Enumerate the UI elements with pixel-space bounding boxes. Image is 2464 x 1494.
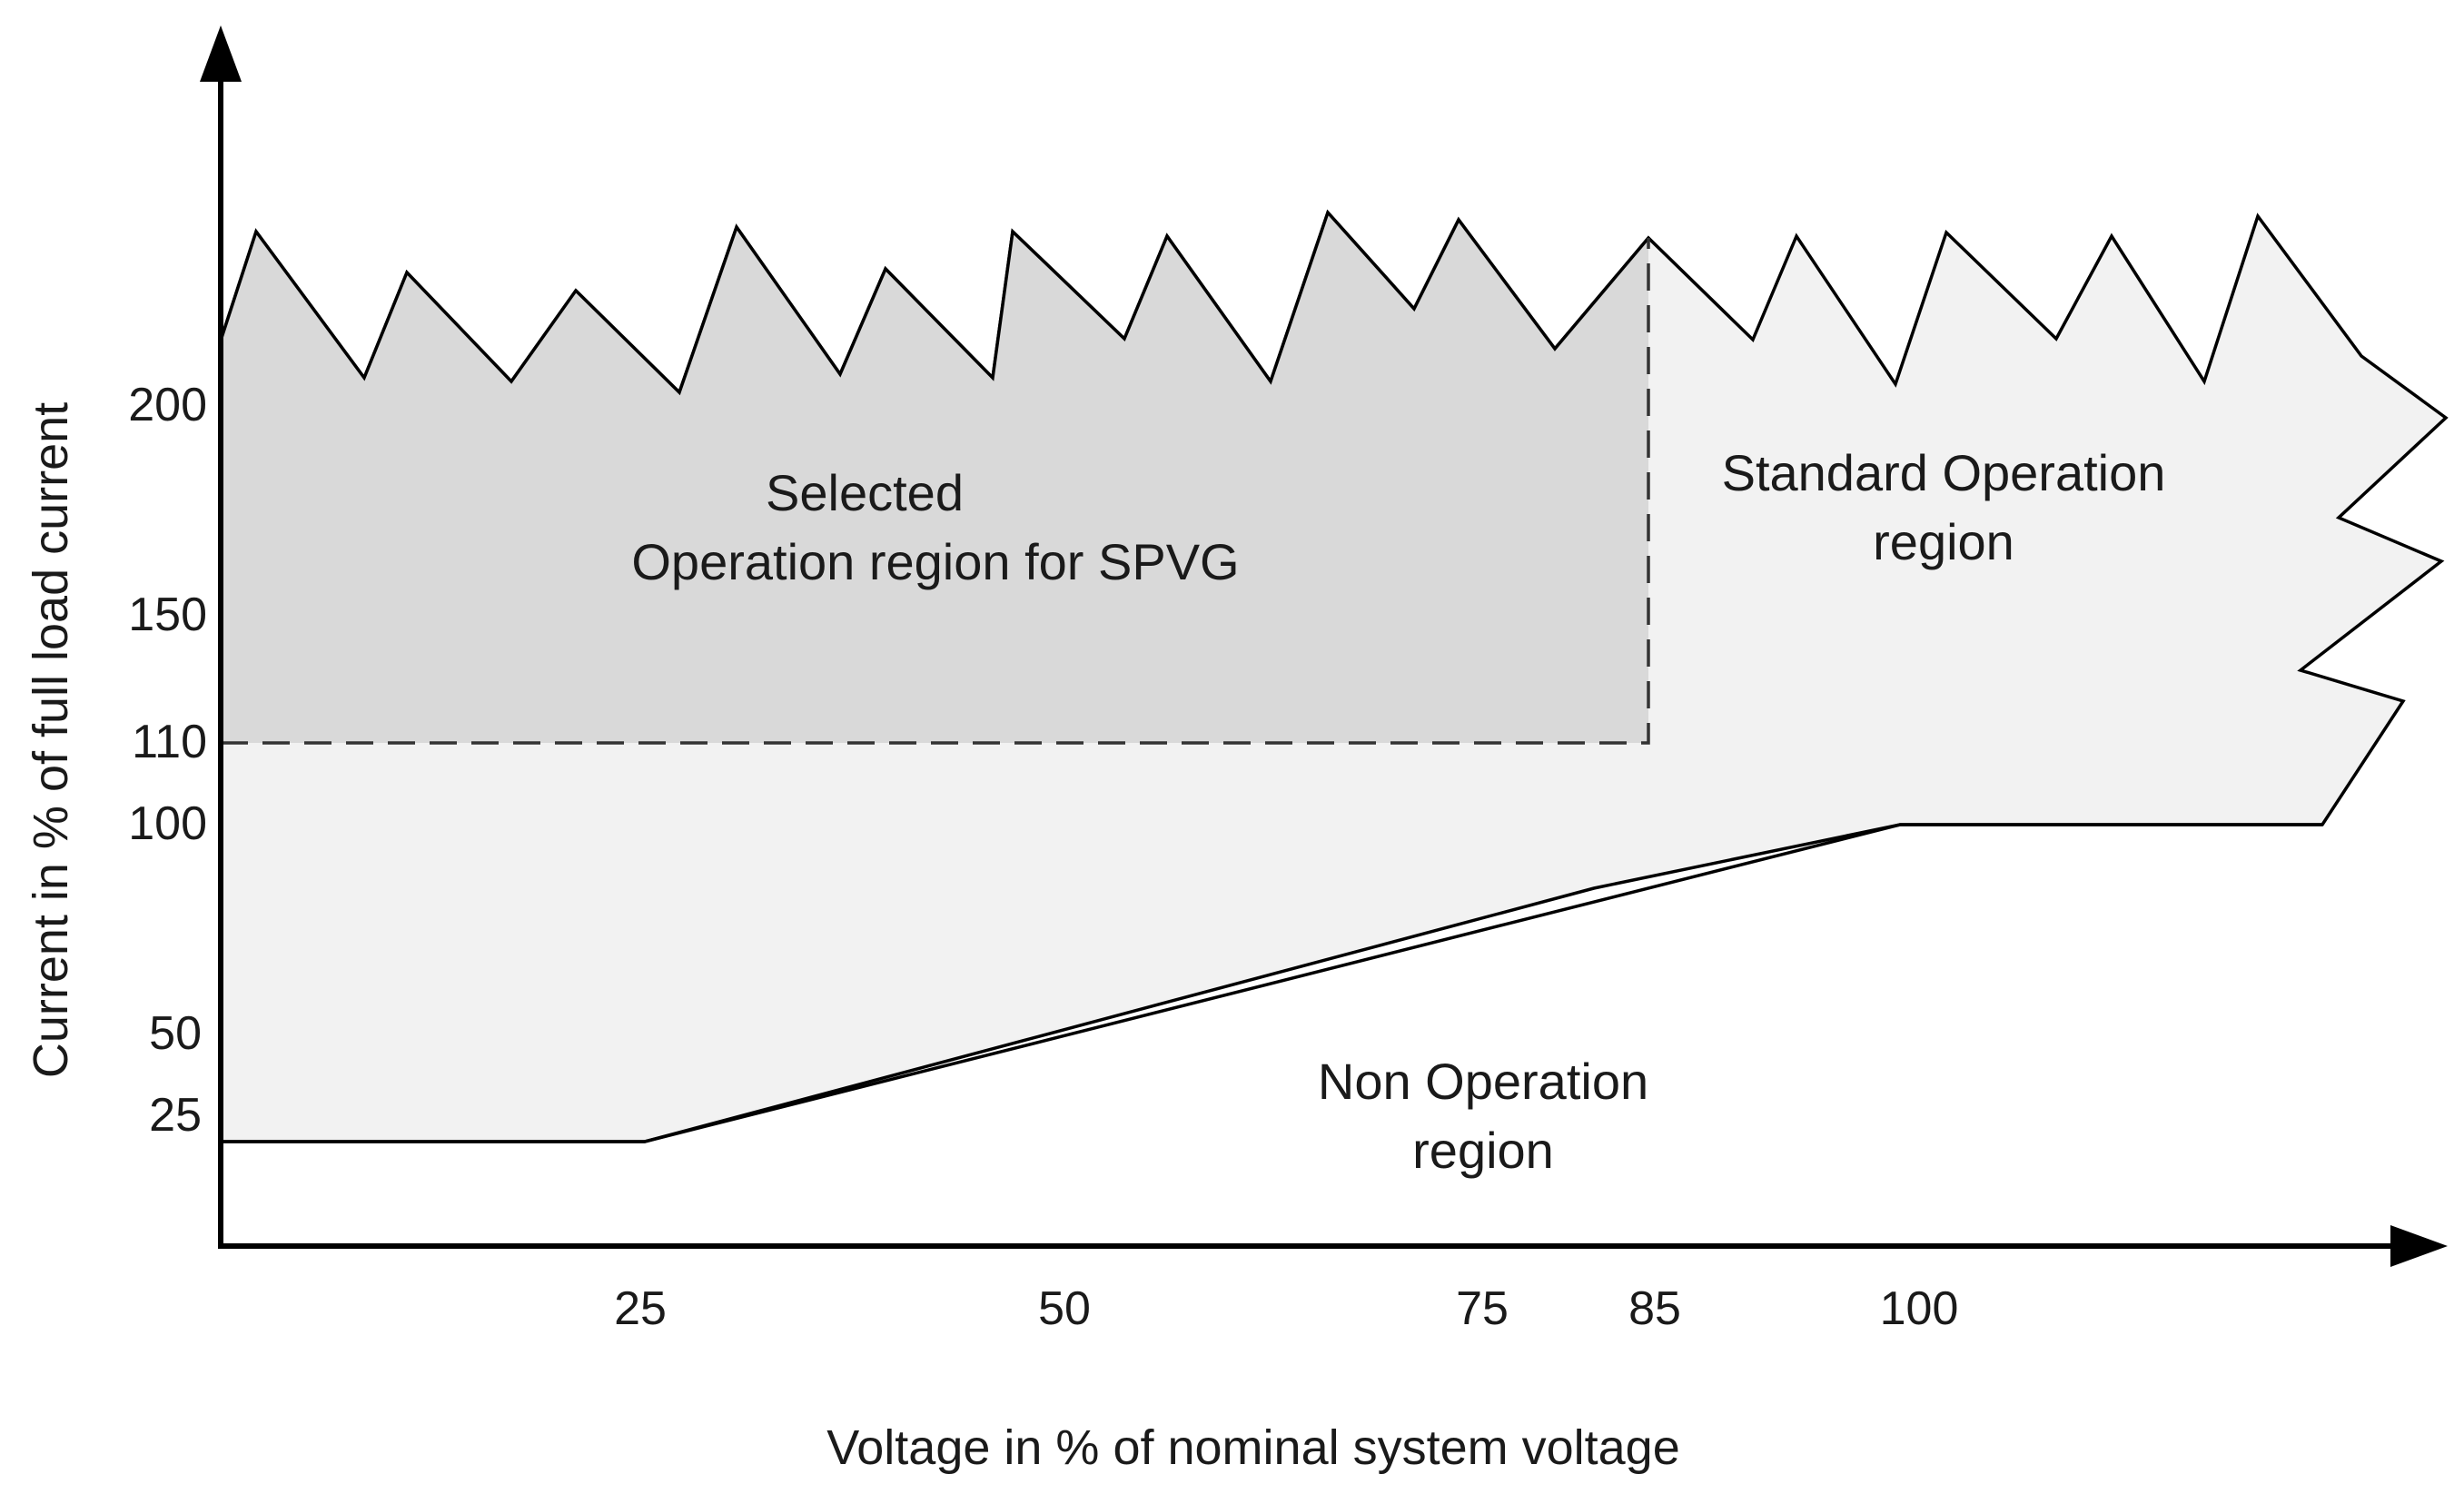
selected-operation-region [221,213,1648,743]
x-axis-arrowhead [2390,1225,2448,1267]
y-tick-label-150: 150 [128,589,207,641]
x-tick-label-25: 25 [614,1282,667,1335]
y-tick-label-50: 50 [149,1007,202,1060]
lower-boundary-line [221,823,2322,1143]
y-tick-label-110: 110 [132,716,207,768]
x-tick-label-50: 50 [1038,1282,1091,1335]
standard-region-label-line1: Standard Operation [1722,444,2166,501]
y-axis-arrowhead [200,25,242,82]
x-tick-label-75: 75 [1456,1282,1509,1335]
y-tick-label-100: 100 [128,797,207,850]
selected-region-dashed-boundary [221,238,1650,745]
non-operation-region-label-line1: Non Operation [1318,1053,1648,1110]
selected-region-label-line2: Operation region for SPVG [631,533,1239,590]
y-tick-label-200: 200 [128,379,207,431]
y-tick-label-25: 25 [149,1089,202,1142]
x-tick-label-85: 85 [1628,1282,1681,1335]
non-operation-region-label-line2: region [1412,1122,1554,1179]
selected-region-top-edge [219,209,1650,396]
selected-region-label-line1: Selected [766,464,964,521]
standard-region-label-line2: region [1873,513,2014,570]
x-tick-label-100: 100 [1880,1282,1959,1335]
y-axis-title: Current in % of full load current [24,402,78,1078]
x-axis-title: Voltage in % of nominal system voltage [826,1420,1680,1475]
